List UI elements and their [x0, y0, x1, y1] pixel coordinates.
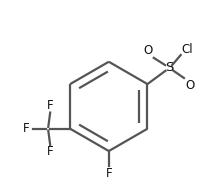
Text: F: F	[105, 167, 112, 180]
Text: F: F	[47, 145, 54, 158]
Text: F: F	[47, 99, 54, 112]
Text: F: F	[23, 122, 30, 135]
Text: O: O	[185, 78, 194, 92]
Text: Cl: Cl	[181, 43, 193, 56]
Text: O: O	[143, 44, 153, 57]
Text: S: S	[165, 61, 173, 74]
